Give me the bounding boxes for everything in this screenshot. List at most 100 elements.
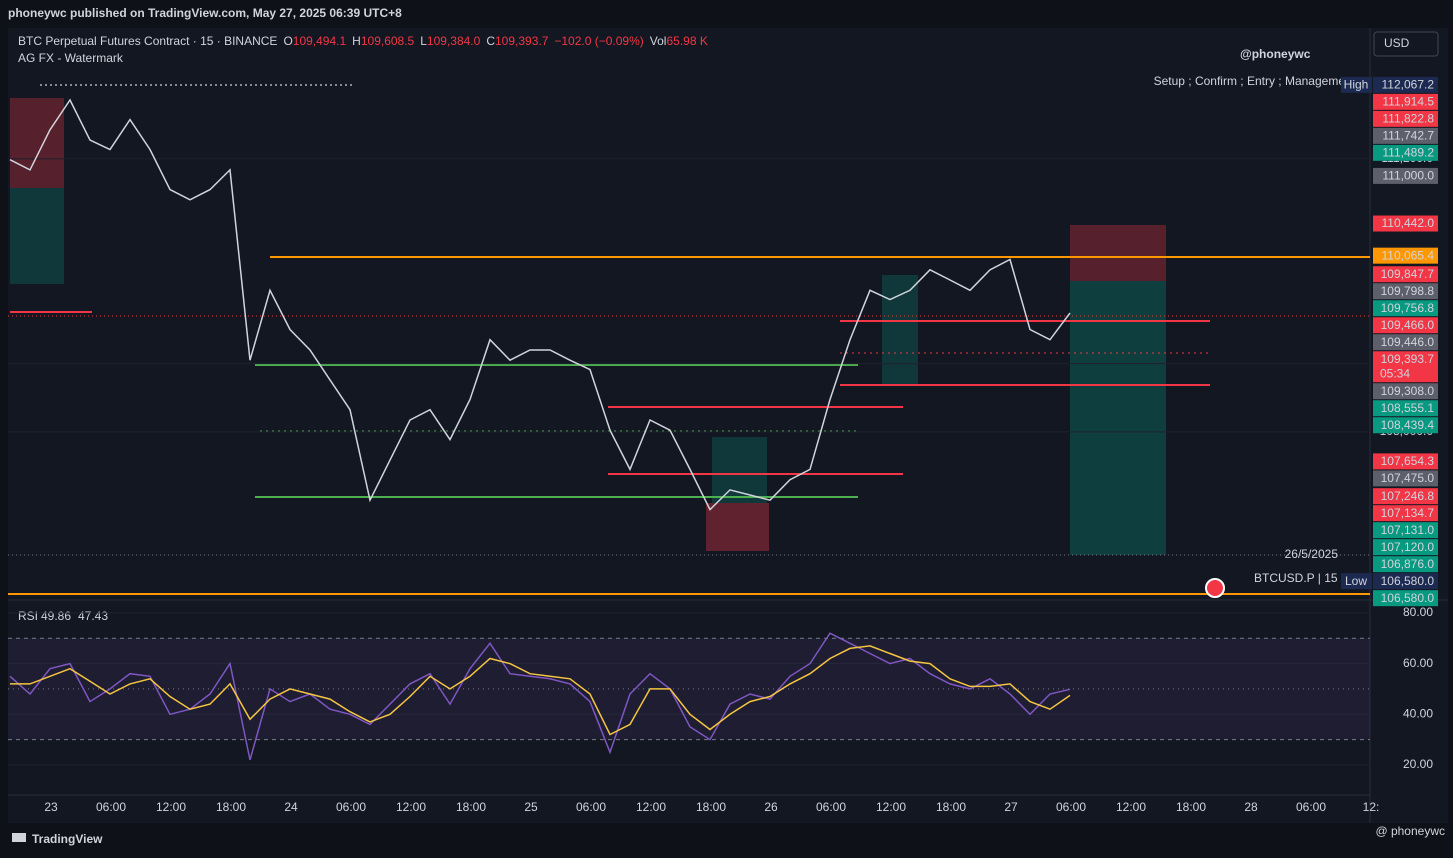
price-tag	[1373, 283, 1438, 300]
x-tick-label: 27	[1004, 800, 1018, 814]
price-tag	[1373, 383, 1438, 400]
price-tag-label: 111,742.7	[1382, 129, 1434, 143]
y-tick-label: 60.00	[1403, 656, 1433, 670]
price-tag	[1373, 110, 1438, 127]
x-tick-label: 06:00	[1056, 800, 1086, 814]
price-tag-label: 110,442.0	[1382, 216, 1435, 230]
price-tag	[1373, 167, 1438, 184]
price-tag	[1373, 93, 1438, 110]
price-tag	[1373, 300, 1438, 317]
change: −102.0 (−0.09%)	[554, 34, 643, 48]
price-tag	[1373, 556, 1438, 573]
price-tag	[1373, 590, 1438, 607]
zone-box	[712, 437, 767, 503]
watermark-handle: @phoneywc	[1240, 47, 1311, 61]
x-tick-label: 18:00	[456, 800, 486, 814]
price-tag-label: 107,120.0	[1381, 540, 1435, 554]
x-tick-label: 12:	[1363, 800, 1380, 814]
price-line	[9, 98, 1071, 511]
price-tag	[1373, 127, 1438, 144]
y-tick-label: 80.00	[1403, 605, 1433, 619]
price-tag-label: 106,580.0	[1381, 574, 1435, 588]
zone-box	[10, 98, 64, 188]
price-tag-label: 112,067.2	[1382, 78, 1435, 92]
x-tick-label: 06:00	[576, 800, 606, 814]
price-tag-label: 106,876.0	[1381, 557, 1435, 571]
footer-brand: TradingView	[32, 832, 103, 846]
ohlc-key: C	[486, 34, 495, 48]
price-tag	[1373, 76, 1438, 93]
price-tag	[1373, 539, 1438, 556]
x-tick-label: 24	[284, 800, 298, 814]
stop-box	[1070, 225, 1166, 281]
extreme-tag	[1341, 573, 1372, 590]
x-tick-label: 18:00	[1176, 800, 1206, 814]
price-tag-label: 109,393.7	[1381, 352, 1435, 366]
symbol-title: BTC Perpetual Futures Contract · 15 · BI…	[18, 34, 277, 48]
x-tick-label: 12:00	[156, 800, 186, 814]
price-countdown: 05:34	[1380, 366, 1410, 380]
rsi-title: RSI	[18, 609, 38, 623]
price-tag	[1373, 505, 1438, 522]
price-tag-label: 111,914.5	[1382, 95, 1434, 109]
currency[interactable]: USD	[1384, 36, 1410, 50]
price-tag	[1373, 215, 1438, 232]
ohlc-value: 109,494.1	[293, 34, 347, 48]
price-tag-label: 106,580.0	[1381, 591, 1435, 605]
extreme-label: Low	[1345, 574, 1367, 588]
price-tag-label: 109,847.7	[1381, 267, 1435, 281]
x-tick-label: 12:00	[1116, 800, 1146, 814]
price-tag	[1373, 334, 1438, 351]
ohlc-key: H	[352, 34, 361, 48]
price-tag	[1373, 317, 1438, 334]
rsi-value: 49.86	[41, 609, 71, 623]
price-tag-label: 111,489.2	[1382, 146, 1434, 160]
x-tick-label: 26	[764, 800, 778, 814]
x-tick-label: 12:00	[396, 800, 426, 814]
price-tag	[1373, 522, 1438, 539]
x-tick-label: 12:00	[636, 800, 666, 814]
flag-icon	[1205, 578, 1225, 598]
currency-box[interactable]	[1373, 31, 1439, 57]
x-tick-label: 06:00	[816, 800, 846, 814]
price-tag	[1373, 470, 1438, 487]
ohlc-key: O	[283, 34, 292, 48]
price-tag	[1373, 453, 1438, 470]
watermark-subtitle: Setup ; Confirm ; Entry ; Management	[1154, 74, 1356, 88]
price-tag-label: 107,475.0	[1381, 471, 1435, 485]
x-tick-label: 06:00	[1296, 800, 1326, 814]
volume-value: 65.98 K	[666, 34, 707, 48]
price-tag	[1373, 488, 1438, 505]
ohlc-key: L	[420, 34, 427, 48]
extreme-label: High	[1344, 78, 1369, 92]
price-tag-label: 109,446.0	[1381, 335, 1435, 349]
brand-logo	[12, 833, 26, 842]
price-tag-label: 108,555.1	[1381, 401, 1435, 415]
price-tag-label: 108,439.4	[1381, 418, 1435, 432]
price-tag	[1373, 144, 1438, 161]
x-tick-label: 18:00	[936, 800, 966, 814]
price-tag	[1373, 266, 1438, 283]
price-tag-label: 107,134.7	[1381, 506, 1435, 520]
rsi-ma-value: 47.43	[78, 609, 108, 623]
ohlc-value: 109,393.7	[495, 34, 549, 48]
price-tag-label: 107,246.8	[1381, 489, 1435, 503]
price-tag-label: 107,131.0	[1381, 523, 1435, 537]
ohlc-value: 109,384.0	[427, 34, 481, 48]
zone-box	[882, 275, 918, 385]
zone-box	[706, 503, 769, 551]
zone-box	[10, 188, 64, 284]
symbol-legend: BTC Perpetual Futures Contract · 15 · BI…	[18, 34, 708, 48]
price-tag-label: 111,822.8	[1382, 112, 1434, 126]
footer-handle: @ phoneywc	[1375, 824, 1445, 838]
x-tick-label: 06:00	[336, 800, 366, 814]
x-tick-label: 12:00	[876, 800, 906, 814]
price-tag-label: 109,308.0	[1381, 384, 1435, 398]
symbol-label: BTCUSD.P | 15	[1254, 571, 1338, 585]
x-tick-label: 23	[44, 800, 58, 814]
price-tag	[1373, 417, 1438, 434]
volume-key: Vol	[650, 34, 667, 48]
x-tick-label: 18:00	[696, 800, 726, 814]
price-tag	[1373, 247, 1438, 264]
